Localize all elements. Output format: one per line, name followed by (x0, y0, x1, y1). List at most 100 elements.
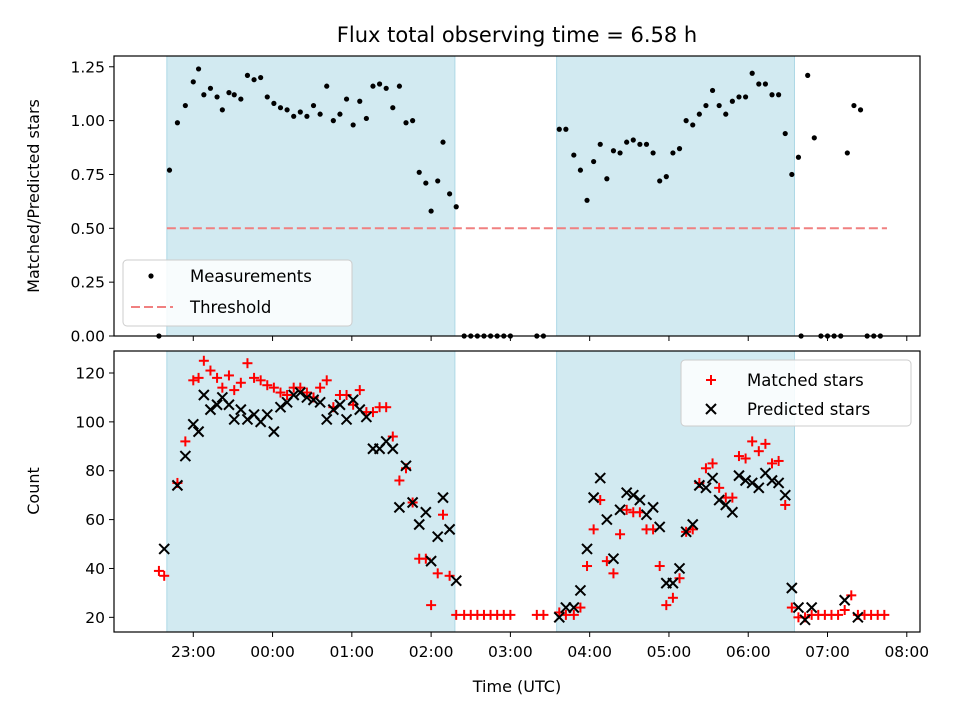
measurement-point (729, 98, 735, 104)
measurement-point (423, 180, 429, 186)
predicted-star-point (223, 399, 235, 411)
predicted-star-point-b (620, 487, 633, 499)
measurement-point (370, 83, 376, 89)
predicted-stars-series (158, 386, 864, 626)
predicted-star-point-b (634, 494, 646, 506)
predicted-star-point (792, 601, 805, 614)
predicted-star-point-b (792, 601, 805, 614)
predicted-star-point-b (425, 555, 437, 567)
measurement-points (156, 66, 883, 339)
matched-star-point (833, 609, 844, 620)
measurement-point (396, 83, 403, 89)
measurement-point (291, 113, 297, 119)
measurement-point (624, 139, 630, 145)
observing-window-band-1 (556, 55, 795, 337)
matched-star-point (505, 609, 516, 620)
matched-star-point (780, 499, 791, 510)
measurement-point (376, 81, 383, 87)
predicted-star-point-b (766, 474, 778, 487)
measurement-point (643, 141, 650, 147)
predicted-star-point-b (334, 399, 346, 411)
predicted-star-point (746, 477, 758, 489)
matched-star-point (714, 482, 725, 493)
matched-star-point (315, 382, 326, 393)
measurement-point (284, 107, 290, 113)
matched-star-point (348, 399, 359, 410)
predicted-star-point (340, 413, 353, 426)
measurement-point (610, 148, 617, 154)
measurement-point (207, 85, 214, 91)
predicted-star-point (852, 611, 864, 624)
matched-star-point (615, 529, 626, 540)
matched-star-point (381, 402, 392, 413)
x-tick-label: 07:00 (805, 643, 850, 661)
matched-star-point (387, 431, 398, 442)
measurement-point (657, 178, 663, 184)
predicted-star-point (627, 489, 639, 501)
matched-star-point (198, 355, 209, 366)
matched-star-point (223, 370, 234, 381)
measurement-point (201, 92, 207, 98)
legend-measurements-marker (148, 273, 154, 279)
measurement-point (231, 92, 237, 98)
matched-star-point (674, 573, 685, 584)
predicted-star-point (673, 562, 686, 575)
top-y-axis-label: Matched/Predicted stars (24, 99, 43, 293)
matched-star-point (588, 524, 599, 535)
matched-star-point (747, 436, 758, 447)
predicted-star-point (334, 399, 346, 411)
top-axes-frame (113, 55, 921, 337)
bottom-axes-frame (113, 350, 921, 633)
measurement-point (357, 98, 363, 104)
predicted-star-point (301, 391, 313, 404)
measurement-point (350, 122, 356, 128)
predicted-star-point (700, 482, 712, 494)
predicted-star-point-b (321, 413, 333, 426)
measurement-point (416, 169, 422, 175)
x-tick-label: 23:00 (171, 643, 216, 661)
predicted-star-point (179, 450, 192, 462)
predicted-star-point (413, 518, 425, 531)
measurement-point (383, 85, 389, 91)
predicted-star-point-b (746, 477, 758, 489)
predicted-star-point (307, 394, 320, 406)
predicted-star-point (360, 411, 373, 423)
predicted-star-point-b (713, 494, 725, 506)
predicted-star-point-b (235, 403, 247, 416)
predicted-star-point (171, 479, 184, 492)
predicted-star-point-b (614, 504, 626, 516)
matched-star-point (249, 372, 260, 383)
matched-star-point (426, 600, 437, 611)
matched-star-point (321, 375, 332, 386)
predicted-star-point-b (274, 401, 287, 413)
predicted-star-point (574, 584, 587, 597)
x-tick-label: 03:00 (488, 643, 533, 661)
measurement-point (330, 118, 336, 124)
predicted-star-point-b (568, 601, 580, 614)
measurement-point (410, 118, 416, 124)
measurement-point (271, 100, 277, 106)
measurement-point (604, 176, 610, 182)
matched-star-point (282, 389, 293, 400)
measurement-point (214, 94, 220, 100)
matched-star-point (846, 590, 857, 601)
predicted-star-point-b (852, 611, 864, 624)
predicted-star-point-b (393, 501, 406, 514)
predicted-star-point-b (720, 499, 732, 511)
measurement-point (363, 115, 369, 122)
x-axis-label: Time (UTC) (472, 677, 561, 696)
matched-star-point (229, 385, 240, 396)
predicted-star-point-b (759, 467, 772, 479)
matched-star-point (275, 387, 286, 398)
measurement-point (277, 105, 284, 111)
top-legend: Measurements Threshold (122, 259, 353, 327)
predicted-star-point (393, 501, 406, 514)
predicted-star-point (432, 530, 444, 543)
predicted-star-point-b (380, 435, 392, 448)
predicted-star-point (799, 614, 811, 626)
predicted-star-point (726, 506, 739, 518)
measurement-point (696, 111, 702, 117)
predicted-star-point (327, 403, 340, 416)
predicted-star-point-b (204, 403, 217, 416)
matched-star-point (217, 382, 228, 393)
